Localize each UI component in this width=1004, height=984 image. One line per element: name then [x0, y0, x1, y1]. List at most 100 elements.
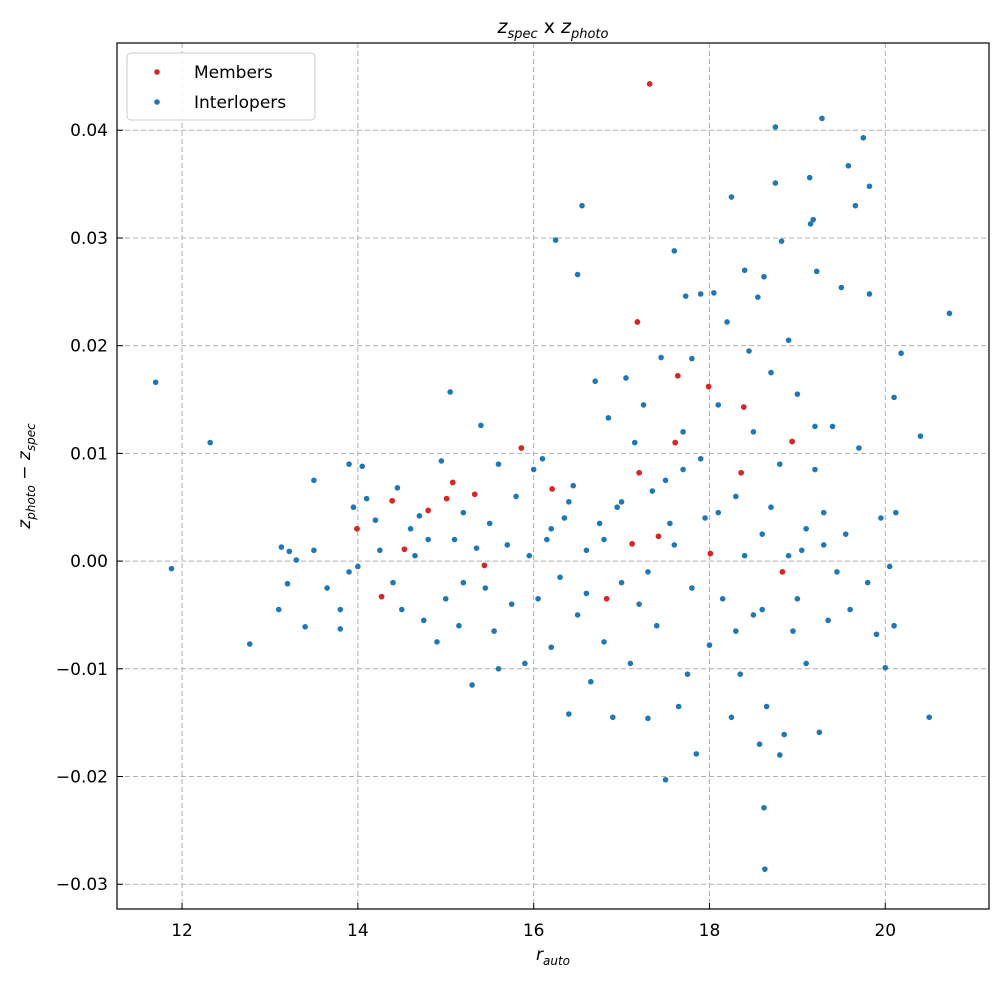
interloper-point	[460, 509, 467, 516]
member-point	[629, 541, 635, 547]
x-tick-label: 20	[874, 921, 896, 941]
interloper-point	[649, 488, 656, 494]
interloper-point	[544, 536, 550, 543]
interloper-point	[917, 433, 924, 439]
interloper-point	[759, 606, 766, 613]
y-tick-label: 0.04	[70, 121, 108, 141]
plot-frame	[116, 42, 990, 910]
x-tick-label: 14	[347, 921, 369, 941]
interloper-point	[834, 569, 840, 575]
y-tick-label: −0.03	[56, 875, 108, 895]
interloper-point	[768, 369, 774, 376]
y-tick-label: 0.00	[70, 552, 108, 572]
interloper-point	[838, 284, 845, 291]
interloper-point	[756, 741, 763, 748]
member-point	[401, 546, 408, 553]
member-point	[389, 497, 395, 504]
interloper-point	[724, 319, 730, 325]
interloper-point	[566, 711, 572, 717]
interloper-point	[377, 547, 383, 554]
y-tick-label: −0.01	[56, 660, 108, 680]
interloper-point	[755, 294, 761, 300]
interloper-point	[790, 628, 796, 634]
interloper-point	[794, 595, 801, 602]
member-point	[378, 593, 385, 600]
member-point	[672, 439, 678, 446]
interloper-point	[337, 606, 344, 613]
interloper-point	[803, 660, 809, 667]
interloper-point	[653, 622, 660, 629]
interloper-point	[733, 628, 739, 634]
x-axis-label: rauto	[536, 945, 570, 968]
interloper-point	[508, 601, 515, 607]
interloper-point	[530, 466, 537, 473]
interloper-point	[778, 238, 785, 244]
interloper-point	[412, 552, 418, 559]
interloper-point	[816, 729, 823, 736]
axis-ticks: 12 14 16 18 20 −0.03 −0.02 −0.01 0.00 0.01 0.02 0.0…	[56, 121, 896, 941]
interloper-point	[680, 466, 686, 473]
interloper-point	[275, 606, 282, 613]
member-point	[449, 479, 456, 486]
interloper-point	[618, 579, 625, 586]
interloper-point	[372, 517, 379, 523]
interloper-point	[278, 544, 285, 550]
interloper-point	[741, 552, 748, 559]
member-point	[354, 525, 360, 532]
legend-box	[126, 52, 316, 121]
interloper-point	[794, 391, 801, 397]
interloper-point	[759, 531, 766, 537]
interloper-point	[680, 429, 686, 435]
interloper-point	[631, 439, 638, 446]
interloper-point	[806, 174, 813, 181]
interloper-point	[741, 267, 748, 274]
interloper-point	[768, 504, 774, 511]
interloper-point	[605, 415, 612, 421]
interloper-point	[355, 563, 361, 570]
interloper-point	[781, 731, 787, 738]
interloper-point	[346, 569, 352, 575]
interloper-point	[866, 183, 873, 190]
interloper-point	[719, 595, 726, 602]
interloper-point	[776, 752, 783, 758]
interloper-point	[627, 660, 634, 667]
interloper-point	[168, 565, 175, 572]
interloper-point	[609, 714, 616, 721]
interloper-point	[495, 461, 502, 467]
interloper-point	[284, 580, 291, 587]
interloper-point	[447, 389, 453, 395]
interloper-point	[750, 429, 757, 435]
interloper-point	[451, 536, 458, 543]
interloper-point	[750, 612, 757, 618]
interloper-point	[407, 525, 414, 532]
interloper-point	[583, 590, 590, 597]
interloper-point	[711, 290, 717, 296]
interloper-point	[394, 485, 401, 491]
interloper-point	[614, 504, 620, 511]
interloper-point	[946, 310, 953, 317]
interloper-point	[425, 536, 431, 543]
interloper-point	[311, 547, 317, 554]
interloper-point	[689, 585, 695, 591]
interloper-point	[636, 601, 642, 607]
interloper-point	[798, 547, 805, 554]
interloper-point	[671, 248, 678, 254]
interloper-point	[552, 237, 559, 243]
legend-label-members: Members	[194, 63, 273, 83]
interloper-point	[898, 350, 904, 357]
interloper-point	[473, 545, 480, 551]
interloper-point	[539, 455, 546, 462]
interloper-point	[486, 520, 493, 527]
interloper-point	[561, 515, 568, 521]
interloper-point	[825, 617, 831, 624]
grid	[117, 43, 989, 909]
interloper-point	[548, 644, 555, 651]
interloper-point	[478, 422, 484, 429]
y-tick-label: −0.02	[56, 768, 108, 788]
x-tick-label: 12	[171, 921, 193, 941]
interloper-point	[776, 461, 783, 467]
interloper-point	[772, 180, 779, 186]
interloper-point	[346, 461, 352, 467]
interloper-point	[820, 542, 827, 548]
